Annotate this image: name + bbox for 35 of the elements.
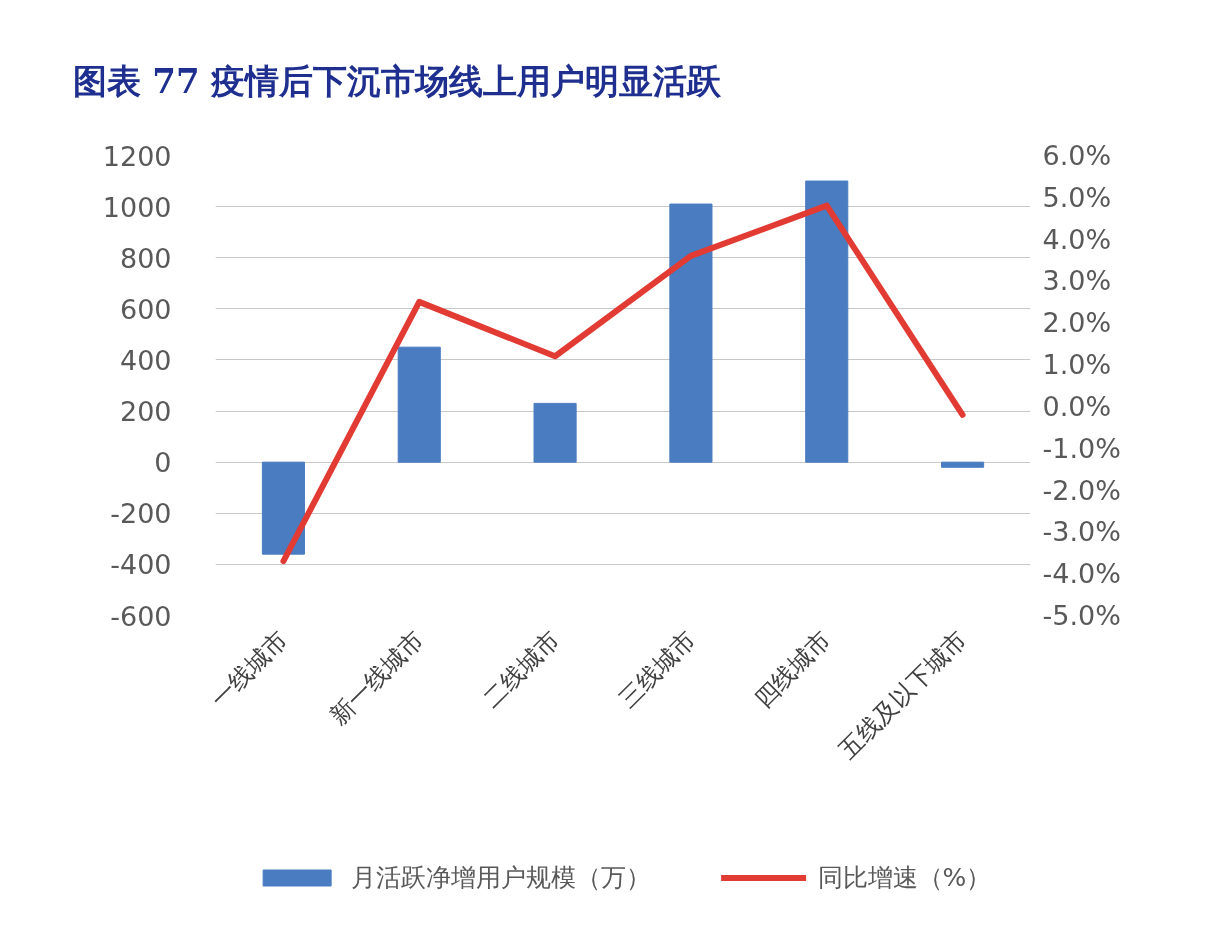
y-tick-label: 0 bbox=[154, 447, 172, 479]
y-tick-label: -200 bbox=[110, 498, 172, 530]
y2-tick-label: 5.0% bbox=[1042, 181, 1112, 213]
y2-tick-label: 4.0% bbox=[1042, 223, 1112, 255]
y2-tick-label: -1.0% bbox=[1042, 432, 1121, 464]
bar bbox=[261, 461, 305, 555]
bar bbox=[941, 461, 985, 468]
bar bbox=[669, 203, 713, 463]
legend-label: 月活跃净增用户规模（万） bbox=[350, 861, 651, 894]
bar bbox=[805, 180, 849, 463]
y-tick-label: 1000 bbox=[102, 191, 172, 223]
y2-tick-label: -4.0% bbox=[1042, 558, 1121, 590]
y-tick-label: 600 bbox=[119, 293, 172, 325]
y-tick-label: 800 bbox=[119, 242, 172, 274]
y2-tick-label: 1.0% bbox=[1042, 349, 1112, 381]
y-tick-label: -400 bbox=[110, 549, 172, 581]
x-tick-label: 二线城市 bbox=[477, 625, 565, 714]
y2-tick-label: -2.0% bbox=[1042, 474, 1121, 506]
x-tick-label: 一线城市 bbox=[205, 625, 294, 714]
y-tick-label: 1200 bbox=[102, 140, 172, 172]
y2-tick-label: 3.0% bbox=[1042, 265, 1112, 297]
y2-tick-label: 6.0% bbox=[1042, 140, 1112, 171]
chart-title: 图表 77 疫情后下沉市场线上用户明显活跃 bbox=[72, 60, 723, 101]
y2-tick-label: 0.0% bbox=[1042, 390, 1112, 422]
y2-tick-label: -5.0% bbox=[1042, 600, 1121, 631]
bar bbox=[397, 346, 441, 463]
y-tick-label: 200 bbox=[119, 396, 172, 428]
y2-tick-label: 2.0% bbox=[1042, 307, 1112, 339]
x-tick-label: 新一线城市 bbox=[324, 625, 430, 731]
y-tick-label: -600 bbox=[110, 600, 172, 632]
y-tick-label: 400 bbox=[119, 344, 172, 376]
y2-tick-label: -3.0% bbox=[1042, 516, 1121, 548]
x-tick-label: 三线城市 bbox=[613, 625, 701, 714]
legend-label: 同比增速（%） bbox=[817, 861, 992, 894]
bar bbox=[533, 402, 577, 463]
